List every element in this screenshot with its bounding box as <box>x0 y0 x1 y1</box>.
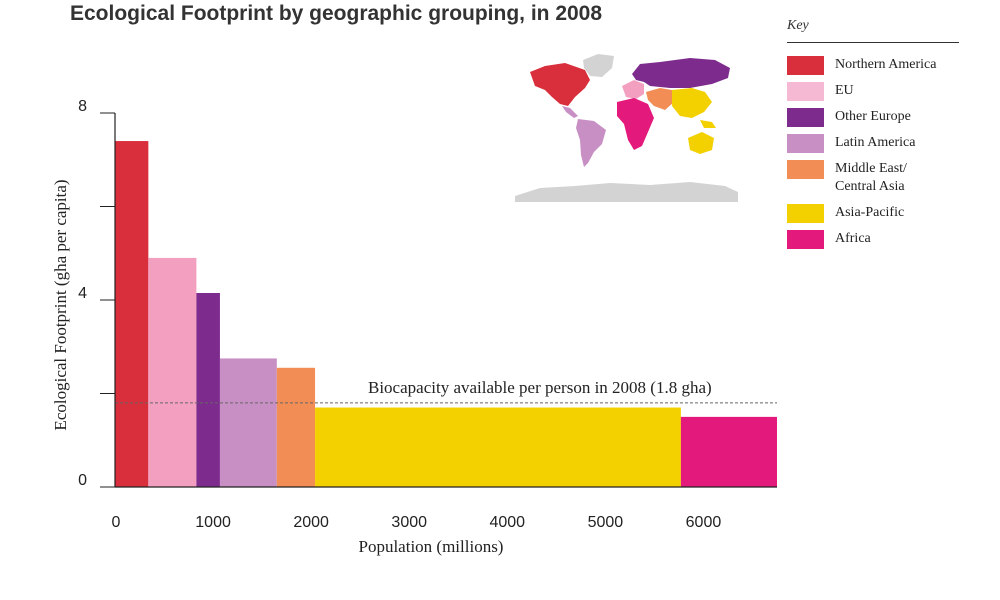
y-tick-label: 8 <box>78 98 87 115</box>
map-antarctica <box>515 182 738 202</box>
legend-swatch <box>787 204 824 223</box>
x-axis-label: Population (millions) <box>359 537 504 556</box>
bar-latin-america <box>219 358 277 487</box>
y-tick-label: 4 <box>78 285 87 302</box>
x-tick-label: 2000 <box>293 514 329 531</box>
legend-label: Middle East/ Central Asia <box>835 161 907 194</box>
bar-middle-east-central-asia <box>276 367 316 487</box>
legend-label: Other Europe <box>835 109 911 124</box>
legend-swatch <box>787 230 824 249</box>
key-title: Key <box>787 18 809 33</box>
bar-asia-pacific <box>315 407 681 487</box>
legend-label: Asia-Pacific <box>835 205 905 220</box>
x-tick-labels: 0 1000 2000 3000 4000 5000 6000 <box>112 514 722 531</box>
legend-swatch <box>787 82 824 101</box>
bars-layer <box>115 141 777 488</box>
bar-other-europe <box>196 292 220 487</box>
bar-eu <box>148 257 197 487</box>
world-map <box>515 54 738 202</box>
legend-swatch <box>787 134 824 153</box>
map-eu <box>622 80 644 99</box>
y-ticks: 0 4 8 <box>78 98 115 489</box>
x-tick-label: 3000 <box>391 514 427 531</box>
map-greenland <box>583 54 614 77</box>
map-middle-east <box>646 88 674 110</box>
bar-africa <box>680 416 777 487</box>
x-tick-label: 1000 <box>195 514 231 531</box>
key-divider <box>787 42 959 43</box>
x-tick-label: 0 <box>112 514 121 531</box>
y-axis-label: Ecological Footprint (gha per capita) <box>51 179 70 430</box>
legend-swatch <box>787 56 824 75</box>
x-tick-label: 5000 <box>588 514 624 531</box>
legend-swatch <box>787 108 824 127</box>
y-tick-label: 0 <box>78 472 87 489</box>
map-africa <box>617 98 654 150</box>
chart-title: Ecological Footprint by geographic group… <box>70 2 603 25</box>
legend-label: Latin America <box>835 135 916 150</box>
biocapacity-label: Biocapacity available per person in 2008… <box>368 378 712 397</box>
map-islands <box>700 120 716 128</box>
legend-label: EU <box>835 83 854 98</box>
bar-northern-america <box>115 141 149 488</box>
map-australia <box>688 132 714 154</box>
map-asia-pacific <box>672 88 712 118</box>
map-other-europe <box>632 58 730 88</box>
x-tick-label: 6000 <box>686 514 722 531</box>
map-northern-america <box>530 63 590 106</box>
legend-label: Northern America <box>835 57 937 72</box>
map-central-america <box>562 106 578 118</box>
legend-label: Africa <box>835 231 871 246</box>
x-tick-label: 4000 <box>489 514 525 531</box>
legend-swatch <box>787 160 824 179</box>
map-latin-america <box>576 119 606 167</box>
